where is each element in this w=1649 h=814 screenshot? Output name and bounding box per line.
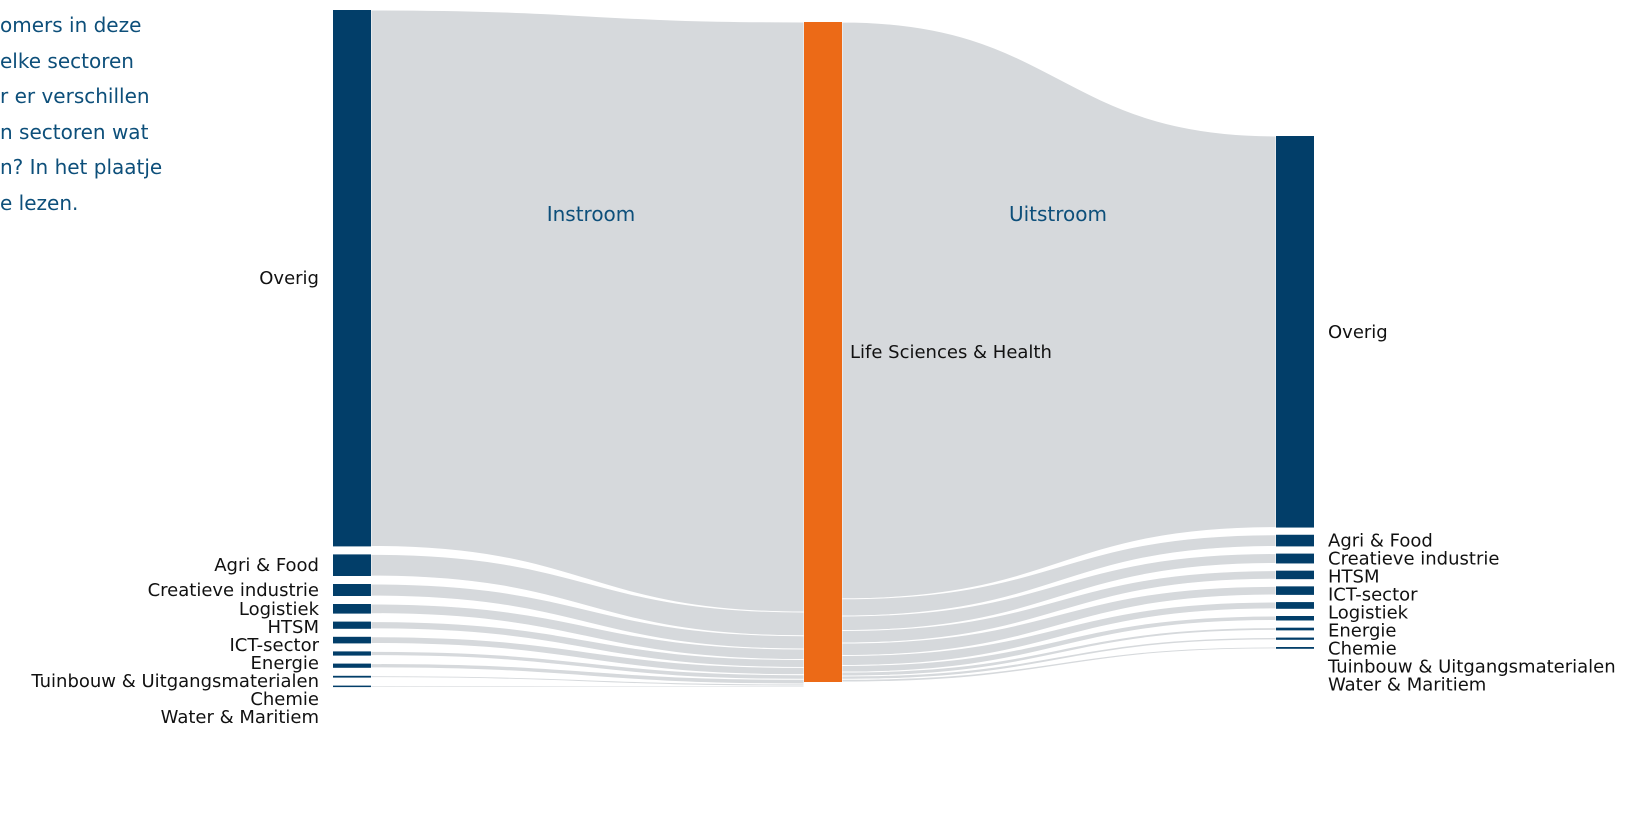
intro-line: n? In het plaatje [0,155,163,179]
inflow-label-energie: Energie [251,653,319,674]
outflow-node-water-and-maritiem [1276,647,1314,649]
inflow-node-htsm [333,621,371,629]
intro-line: omers in deze [0,13,142,37]
outflow-label-energie: Energie [1328,621,1396,642]
outflow-node-ict-sector [1276,586,1314,595]
outflow-node-creatieve-industrie [1276,553,1314,564]
inflow-label-creatieve-industrie: Creatieve industrie [148,580,319,601]
sankey-links [370,9,1277,688]
outflow-node-tuinbouw-and-uitgangsmaterialen [1276,637,1314,640]
inflow-node-chemie [333,675,371,678]
intro-line: elke sectoren [0,48,134,73]
inflow-node-water-and-maritiem [333,685,371,688]
outflow-label-overig: Overig [1328,322,1388,343]
inflow-label-overig: Overig [259,268,319,289]
center-label: Life Sciences & Health [850,342,1052,363]
intro-line: r er verschillen [0,84,150,108]
inflow-node-logistiek [333,604,371,614]
sankey-nodes [333,10,1314,688]
inflow-label-htsm: HTSM [268,617,320,638]
outflow-node-energie [1276,616,1314,621]
outflow-node-overig [1276,136,1314,528]
inflow-node-agri-and-food [333,554,371,576]
intro-text: omers in deze elke sectoren r er verschi… [0,8,180,221]
outflow-label-agri-and-food: Agri & Food [1328,531,1433,552]
outflow-label-htsm: HTSM [1328,567,1380,588]
inflow-link-overig [370,9,805,613]
outflow-node-agri-and-food [1276,534,1314,547]
inflow-label-logistiek: Logistiek [239,599,320,620]
intro-line: n sectoren wat [0,119,149,144]
uitstroom-title: Uitstroom [1009,202,1107,226]
outflow-label-tuinbouw-and-uitgangsmaterialen: Tuinbouw & Uitgangsmaterialen [1327,657,1616,678]
outflow-label-ict-sector: ICT-sector [1328,585,1418,606]
inflow-node-tuinbouw-and-uitgangsmaterialen [333,663,371,668]
inflow-link-water-and-maritiem [370,685,805,688]
intro-line: e lezen. [0,190,79,215]
outflow-link-overig [841,21,1277,600]
outflow-label-water-and-maritiem: Water & Maritiem [1328,675,1486,696]
inflow-label-tuinbouw-and-uitgangsmaterialen: Tuinbouw & Uitgangsmaterialen [30,671,319,692]
inflow-label-chemie: Chemie [250,689,319,710]
outflow-link-energie [841,615,1277,673]
outflow-label-creatieve-industrie: Creatieve industrie [1328,549,1499,570]
inflow-node-overig [333,10,371,547]
inflow-label-ict-sector: ICT-sector [229,635,319,656]
inflow-label-agri-and-food: Agri & Food [214,555,319,576]
outflow-label-chemie: Chemie [1328,639,1397,660]
outflow-node-chemie [1276,627,1314,631]
center-node [804,22,842,682]
outflow-label-logistiek: Logistiek [1328,603,1409,624]
instroom-title: Instroom [547,202,636,226]
inflow-node-ict-sector [333,636,371,644]
inflow-node-creatieve-industrie [333,584,371,596]
outflow-node-htsm [1276,570,1314,580]
inflow-node-energie [333,651,371,656]
inflow-label-water-and-maritiem: Water & Maritiem [161,707,319,728]
outflow-node-logistiek [1276,602,1314,609]
